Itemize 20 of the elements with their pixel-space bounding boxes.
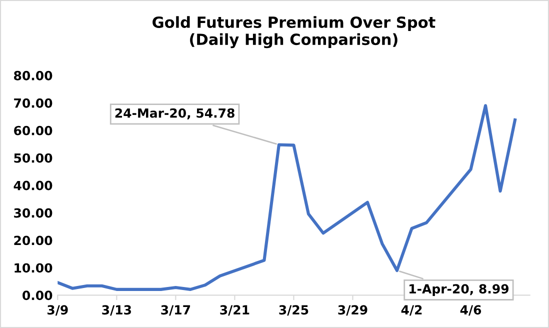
x-tick-label: 4/2	[401, 305, 422, 316]
annotation: 1-Apr-20, 8.99	[410, 284, 509, 296]
y-tick-label: 40.00	[14, 180, 52, 190]
y-tick-label: 20.00	[14, 236, 52, 246]
y-tick-label: 50.00	[14, 153, 52, 163]
y-tick-label: 80.00	[14, 70, 52, 80]
x-tick-label: 4/6	[460, 305, 482, 316]
y-tick-label: 70.00	[14, 98, 52, 108]
y-tick-label: 30.00	[14, 208, 52, 218]
x-tick-label: 3/29	[338, 305, 368, 316]
y-tick-label: 10.00	[14, 263, 52, 273]
y-tick-label: 0.00	[22, 290, 52, 300]
annotation: 24-Mar-20, 54.78	[115, 108, 234, 120]
chart-title: Gold Futures Premium Over Spot (Daily High Comparison)	[152, 16, 436, 48]
x-tick-label: 3/13	[102, 305, 131, 316]
x-tick-label: 3/25	[279, 305, 308, 316]
x-tick-label: 3/21	[220, 305, 250, 316]
y-tick-label: 60.00	[14, 126, 52, 136]
x-tick-label: 3/9	[48, 305, 68, 316]
x-tick-label: 3/17	[161, 305, 190, 316]
